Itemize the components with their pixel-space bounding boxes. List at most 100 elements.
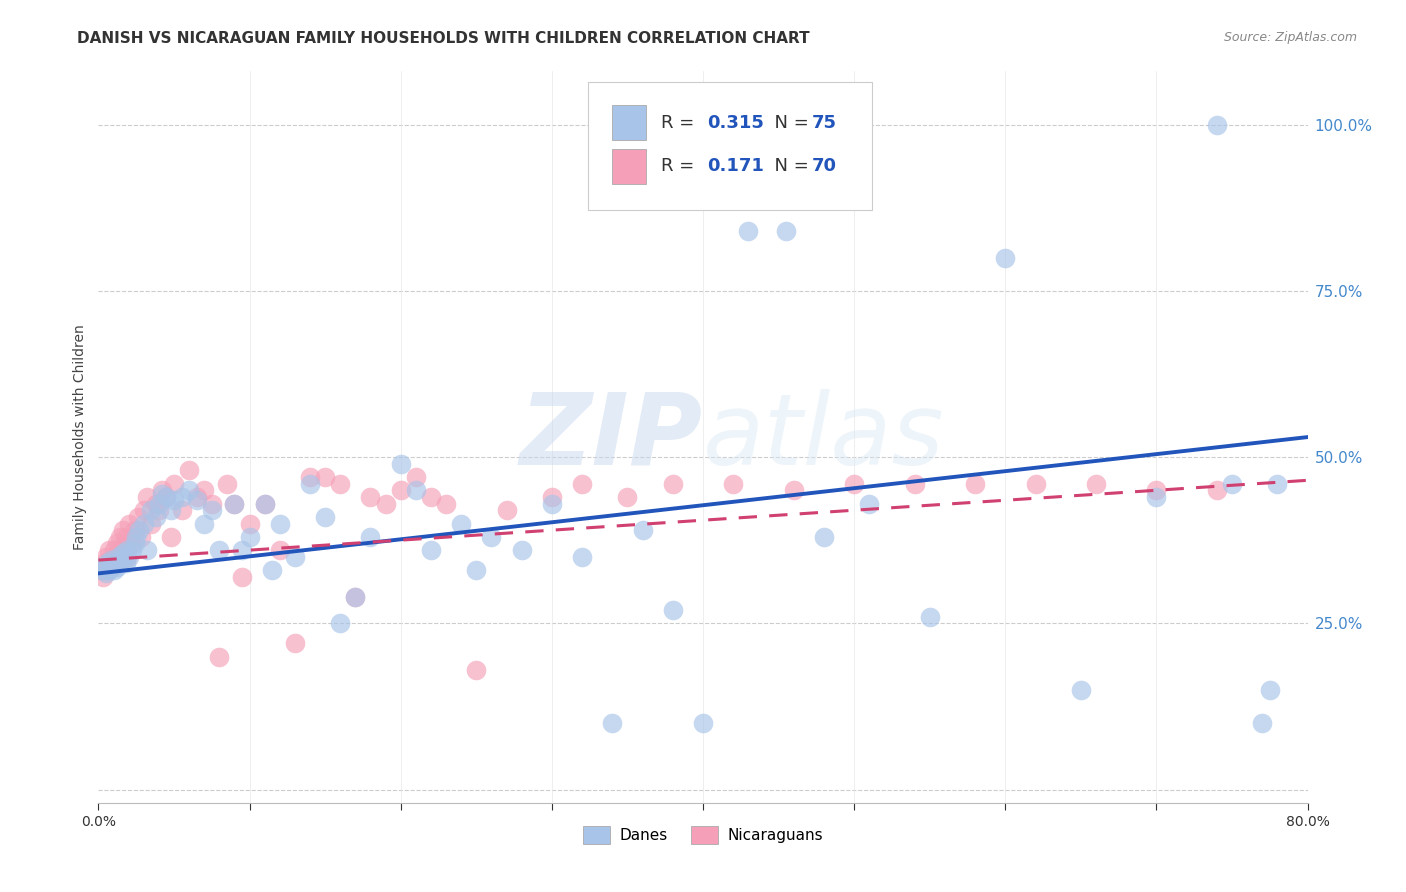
Point — [344, 590, 367, 604]
Point — [179, 483, 201, 498]
Point — [128, 523, 150, 537]
Point — [105, 536, 128, 550]
Point — [1206, 118, 1229, 132]
Point — [94, 566, 117, 581]
Point — [145, 509, 167, 524]
Point — [434, 497, 457, 511]
Point — [201, 503, 224, 517]
Point — [186, 493, 208, 508]
Point — [329, 616, 352, 631]
Point — [692, 716, 714, 731]
Point — [155, 490, 177, 504]
Point — [510, 543, 533, 558]
Point — [1258, 682, 1281, 697]
Point — [148, 503, 170, 517]
Point — [1024, 476, 1046, 491]
Point — [103, 543, 125, 558]
Point — [450, 516, 472, 531]
Point — [91, 559, 114, 574]
Point — [100, 553, 122, 567]
Point — [405, 470, 427, 484]
Point — [661, 603, 683, 617]
Point — [112, 549, 135, 564]
Y-axis label: Family Households with Children: Family Households with Children — [73, 324, 87, 550]
Point — [224, 497, 246, 511]
Point — [405, 483, 427, 498]
Point — [299, 476, 322, 491]
Point — [112, 536, 135, 550]
Point — [98, 563, 121, 577]
Point — [107, 549, 129, 564]
Point — [163, 476, 186, 491]
Text: 0.315: 0.315 — [707, 113, 763, 131]
Point — [737, 224, 759, 238]
Point — [344, 590, 367, 604]
Point — [284, 636, 307, 650]
Point — [163, 493, 186, 508]
Point — [94, 549, 117, 564]
Point — [389, 457, 412, 471]
Point — [299, 470, 322, 484]
Point — [965, 476, 987, 491]
Point — [135, 490, 157, 504]
Bar — [613, 149, 647, 184]
Point — [994, 251, 1017, 265]
Point — [90, 563, 112, 577]
Text: atlas: atlas — [703, 389, 945, 485]
Text: Source: ZipAtlas.com: Source: ZipAtlas.com — [1223, 31, 1357, 45]
Point — [105, 559, 128, 574]
Point — [118, 549, 141, 564]
Point — [775, 224, 797, 238]
Point — [114, 530, 136, 544]
Point — [1267, 476, 1289, 491]
Point — [186, 490, 208, 504]
Point — [262, 563, 284, 577]
Point — [540, 497, 562, 511]
Point — [145, 497, 167, 511]
Point — [121, 536, 143, 550]
Point — [420, 543, 443, 558]
Point — [111, 523, 134, 537]
Point — [110, 543, 132, 558]
Point — [1070, 682, 1092, 697]
Point — [129, 530, 152, 544]
FancyBboxPatch shape — [588, 82, 872, 211]
Text: 0.171: 0.171 — [707, 158, 763, 176]
Point — [193, 483, 215, 498]
Point — [93, 563, 115, 577]
Text: R =: R = — [661, 113, 700, 131]
Point — [132, 516, 155, 531]
Point — [121, 543, 143, 558]
Point — [107, 549, 129, 564]
Point — [269, 516, 291, 531]
Point — [1085, 476, 1108, 491]
Point — [118, 516, 141, 531]
Point — [150, 486, 173, 500]
Point — [148, 497, 170, 511]
Point — [155, 490, 177, 504]
Point — [389, 483, 412, 498]
Point — [125, 530, 148, 544]
Point — [179, 463, 201, 477]
Point — [104, 557, 127, 571]
Text: ZIP: ZIP — [520, 389, 703, 485]
Text: N =: N = — [763, 113, 815, 131]
Point — [284, 549, 307, 564]
Point — [540, 490, 562, 504]
Point — [108, 557, 131, 571]
Point — [314, 509, 336, 524]
Point — [813, 530, 835, 544]
Point — [96, 563, 118, 577]
Text: 75: 75 — [811, 113, 837, 131]
Point — [170, 503, 193, 517]
Point — [231, 543, 253, 558]
Point — [571, 549, 593, 564]
Point — [314, 470, 336, 484]
Point — [115, 549, 138, 564]
Point — [1220, 476, 1243, 491]
Point — [360, 490, 382, 504]
Point — [481, 530, 503, 544]
Point — [170, 490, 193, 504]
Point — [918, 609, 941, 624]
Point — [329, 476, 352, 491]
